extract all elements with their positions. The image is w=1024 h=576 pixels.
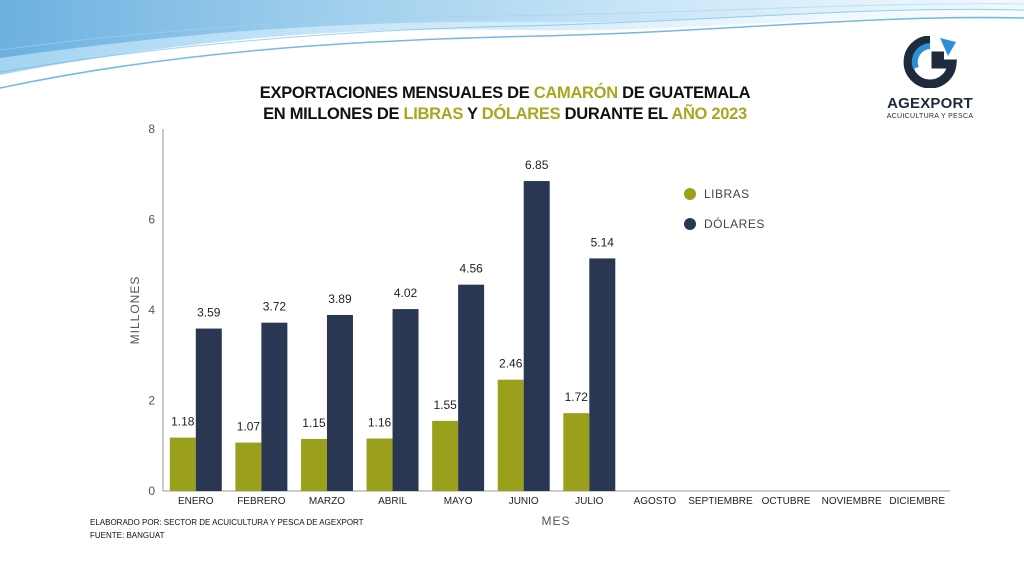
title-text: DURANTE EL [560, 105, 672, 123]
data-label-dolares: 3.72 [263, 300, 287, 314]
data-label-dolares: 3.59 [197, 306, 221, 320]
x-tick-label: ENERO [178, 496, 214, 507]
title-text: EN MILLONES DE [263, 105, 404, 123]
data-label-libras: 1.72 [565, 390, 589, 404]
data-label-libras: 2.46 [499, 357, 523, 371]
brand-name: AGEXPORT [887, 95, 973, 112]
data-label-dolares: 3.89 [328, 292, 352, 306]
legend-marker-libras [684, 188, 696, 200]
legend-marker-dolares [684, 218, 696, 230]
legend-label-libras: LIBRAS [704, 187, 750, 201]
chart-title-line-1: EXPORTACIONES MENSUALES DE CAMARÓN DE GU… [200, 84, 810, 103]
y-axis-label: MILLONES [128, 276, 142, 345]
y-tick-label: 4 [148, 303, 155, 317]
x-tick-label: JUNIO [509, 496, 539, 507]
data-label-dolares: 6.85 [525, 158, 549, 172]
title-highlight-year: AÑO 2023 [671, 105, 747, 123]
bar-dolares [261, 322, 288, 491]
y-tick-label: 2 [148, 394, 155, 408]
bar-libras [300, 438, 327, 491]
bar-dolares [589, 258, 616, 491]
data-label-libras: 1.07 [237, 420, 261, 434]
data-label-dolares: 4.02 [394, 286, 418, 300]
bar-libras [366, 438, 393, 491]
data-label-dolares: 4.56 [459, 262, 483, 276]
bar-libras [235, 442, 262, 491]
title-text: Y [463, 105, 482, 123]
bar-libras [432, 420, 459, 491]
x-tick-label: MAYO [444, 496, 473, 507]
y-tick-label: 8 [148, 122, 155, 136]
bar-dolares [392, 309, 419, 491]
bar-libras [563, 413, 590, 491]
x-axis-label: MES [541, 514, 570, 528]
bar-dolares [458, 284, 485, 491]
title-highlight-camaron: CAMARÓN [533, 84, 618, 102]
x-tick-label: JULIO [575, 496, 604, 507]
y-tick-label: 6 [148, 213, 155, 227]
title-highlight-libras: LIBRAS [403, 105, 464, 123]
title-highlight-dolares: DÓLARES [481, 105, 561, 123]
legend-label-dolares: DÓLARES [704, 216, 765, 231]
title-text: EXPORTACIONES MENSUALES DE [259, 84, 534, 102]
data-label-libras: 1.15 [302, 416, 326, 430]
chart-title-line-2: EN MILLONES DE LIBRAS Y DÓLARES DURANTE … [200, 105, 810, 124]
footer-source: FUENTE: BANGUAT [90, 531, 165, 540]
data-label-libras: 1.18 [171, 415, 195, 429]
data-label-libras: 1.55 [433, 398, 457, 412]
x-tick-label: FEBRERO [237, 496, 286, 507]
bar-libras [497, 379, 524, 491]
bar-libras [169, 437, 196, 491]
x-tick-label: ABRIL [378, 496, 407, 507]
agexport-logo: AGEXPORT ACUICULTURA Y PESCA [872, 35, 988, 120]
title-text: DE GUATEMALA [617, 84, 751, 102]
x-tick-label: MARZO [309, 496, 345, 507]
x-tick-label: NOVIEMBRE [822, 496, 882, 507]
bar-dolares [523, 181, 550, 491]
header-wave-decoration [0, 0, 1024, 89]
y-tick-label: 0 [148, 484, 155, 498]
x-tick-label: DICIEMBRE [889, 496, 945, 507]
brand-subtitle: ACUICULTURA Y PESCA [886, 113, 974, 120]
x-tick-label: AGOSTO [634, 496, 677, 507]
bar-dolares [195, 328, 222, 491]
data-label-dolares: 5.14 [591, 235, 615, 249]
data-label-libras: 1.16 [368, 416, 392, 430]
bar-dolares [326, 314, 353, 491]
g-arrow-icon [903, 35, 957, 89]
footer-credit: ELABORADO POR: SECTOR DE ACUICULTURA Y P… [90, 518, 364, 527]
x-tick-label: OCTUBRE [762, 496, 811, 507]
x-tick-label: SEPTIEMBRE [688, 496, 753, 507]
